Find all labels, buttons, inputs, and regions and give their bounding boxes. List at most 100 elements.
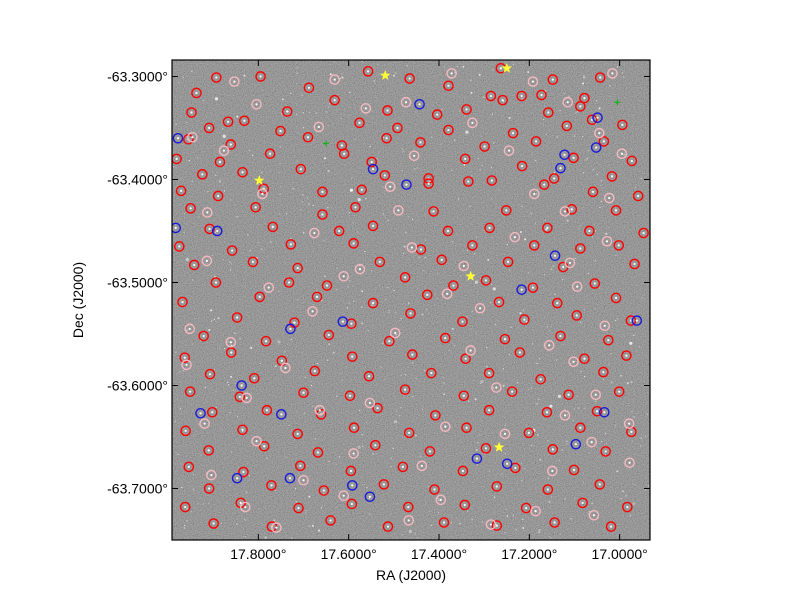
source-marker — [255, 71, 266, 82]
source-marker — [485, 90, 497, 102]
source-marker — [575, 101, 586, 112]
source-marker — [483, 404, 495, 416]
source-point — [629, 319, 633, 322]
source-marker — [519, 314, 530, 325]
background-star — [215, 231, 217, 233]
background-star — [281, 113, 283, 115]
background-star — [314, 438, 316, 440]
background-star — [454, 139, 456, 141]
background-star — [231, 263, 233, 265]
background-star — [296, 103, 298, 105]
background-star — [641, 297, 643, 299]
background-star — [388, 310, 390, 312]
source-marker — [502, 256, 514, 268]
source-marker — [251, 435, 262, 447]
source-point — [539, 378, 542, 381]
background-star — [490, 374, 492, 376]
background-star — [378, 151, 380, 153]
source-point — [465, 426, 468, 429]
source-marker — [443, 124, 454, 136]
background-star — [183, 213, 186, 215]
background-star — [580, 371, 582, 373]
source-point — [311, 310, 314, 313]
background-star — [261, 171, 263, 173]
background-star — [261, 523, 263, 525]
background-star — [367, 330, 369, 332]
background-star — [323, 240, 325, 242]
background-star — [480, 382, 482, 384]
source-point — [607, 339, 610, 342]
background-star — [474, 253, 476, 255]
background-star — [186, 329, 188, 331]
source-marker — [360, 103, 372, 114]
source-marker — [601, 235, 613, 247]
source-point — [608, 196, 611, 200]
source-point — [503, 432, 507, 436]
source-point — [287, 281, 291, 284]
background-star — [630, 381, 633, 384]
source-point — [495, 524, 498, 527]
source-marker — [321, 280, 333, 291]
source-point — [206, 211, 209, 214]
background-star — [384, 216, 386, 218]
source-point — [370, 160, 373, 164]
background-star — [570, 363, 572, 365]
source-marker — [571, 310, 583, 321]
background-star — [297, 132, 299, 134]
source-point — [447, 84, 450, 87]
background-star — [596, 100, 598, 102]
source-point — [603, 324, 606, 327]
source-point — [513, 236, 516, 239]
source-marker — [295, 460, 306, 472]
background-star — [173, 166, 175, 168]
background-star — [249, 250, 251, 252]
x-tick-label: 17.8000° — [230, 546, 286, 562]
background-star — [459, 522, 461, 525]
background-star — [338, 352, 340, 354]
source-marker — [202, 207, 213, 218]
source-marker — [406, 242, 418, 253]
source-marker — [309, 365, 321, 377]
source-marker — [458, 390, 470, 402]
source-point — [322, 489, 325, 492]
background-star — [279, 146, 281, 148]
background-star — [625, 495, 627, 497]
background-star — [508, 116, 511, 119]
background-star — [308, 525, 310, 527]
background-star — [425, 239, 427, 241]
source-point — [642, 231, 645, 235]
source-point — [208, 373, 212, 376]
background-star — [596, 173, 598, 176]
source-point — [318, 409, 321, 412]
source-point — [368, 495, 372, 498]
source-marker — [338, 490, 350, 502]
background-star — [584, 375, 586, 378]
source-marker — [598, 136, 610, 147]
source-marker — [516, 160, 528, 172]
source-point — [598, 483, 601, 486]
source-marker — [367, 220, 379, 232]
source-marker — [309, 227, 320, 239]
source-marker — [271, 522, 282, 533]
background-star — [588, 510, 590, 513]
background-star — [490, 302, 492, 304]
source-point — [352, 452, 355, 455]
source-marker — [175, 185, 187, 197]
source-point — [174, 226, 177, 229]
background-star — [191, 180, 193, 182]
background-star — [349, 91, 351, 93]
background-star — [441, 108, 443, 111]
source-point — [275, 526, 278, 529]
source-marker — [338, 148, 350, 160]
background-star — [509, 269, 511, 271]
source-marker — [538, 179, 550, 190]
background-star — [605, 232, 608, 235]
source-marker — [590, 142, 602, 153]
source-point — [461, 469, 465, 473]
background-star — [437, 497, 439, 500]
background-star — [396, 410, 398, 412]
source-marker — [354, 263, 366, 275]
source-marker — [236, 380, 247, 391]
background-star — [361, 60, 363, 63]
background-star — [315, 112, 317, 114]
